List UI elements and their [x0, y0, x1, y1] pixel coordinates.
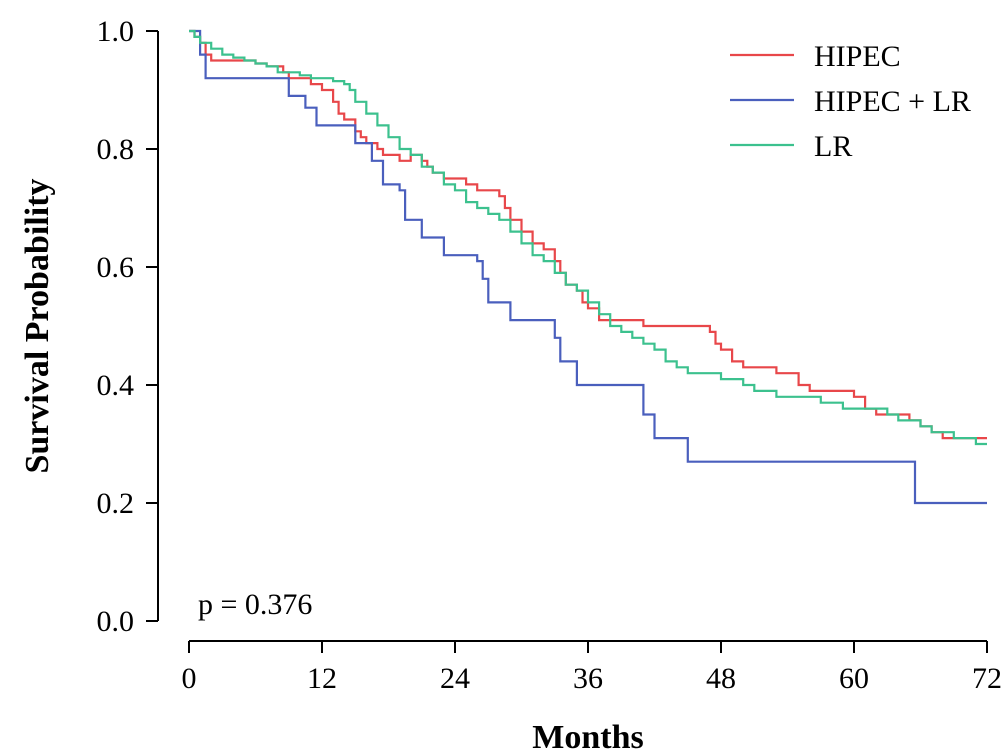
y-tick-label: 0.4 [97, 369, 135, 402]
x-tick-label: 36 [573, 662, 603, 695]
series-line-hipec-lr [189, 29, 987, 505]
x-tick-label: 72 [972, 662, 1002, 695]
legend-label-hipec: HIPEC [814, 40, 901, 73]
p-value-annotation: p = 0.376 [198, 588, 312, 621]
series-line-hipec [189, 29, 987, 440]
y-tick-label: 0.0 [97, 605, 135, 638]
x-tick-label: 48 [706, 662, 736, 695]
x-tick-label: 12 [307, 662, 337, 695]
x-tick-label: 24 [440, 662, 470, 695]
axes: 0.0 0.2 0.4 0.6 0.8 1.0 0 12 24 36 48 60 72 [97, 15, 1003, 695]
legend-label-lr: LR [814, 130, 852, 163]
x-axis-title: Months [532, 719, 643, 756]
x-tick-label: 60 [839, 662, 869, 695]
series-line-lr [189, 29, 987, 446]
y-tick-label: 0.2 [97, 487, 135, 520]
y-axis-title: Survival Probability [19, 178, 56, 473]
survival-curves [189, 29, 987, 505]
legend: HIPEC HIPEC + LR LR [730, 40, 971, 163]
y-tick-label: 1.0 [97, 15, 135, 48]
legend-label-hipec-lr: HIPEC + LR [814, 85, 971, 118]
x-tick-label: 0 [182, 662, 197, 695]
y-tick-label: 0.8 [97, 133, 135, 166]
y-tick-label: 0.6 [97, 251, 135, 284]
